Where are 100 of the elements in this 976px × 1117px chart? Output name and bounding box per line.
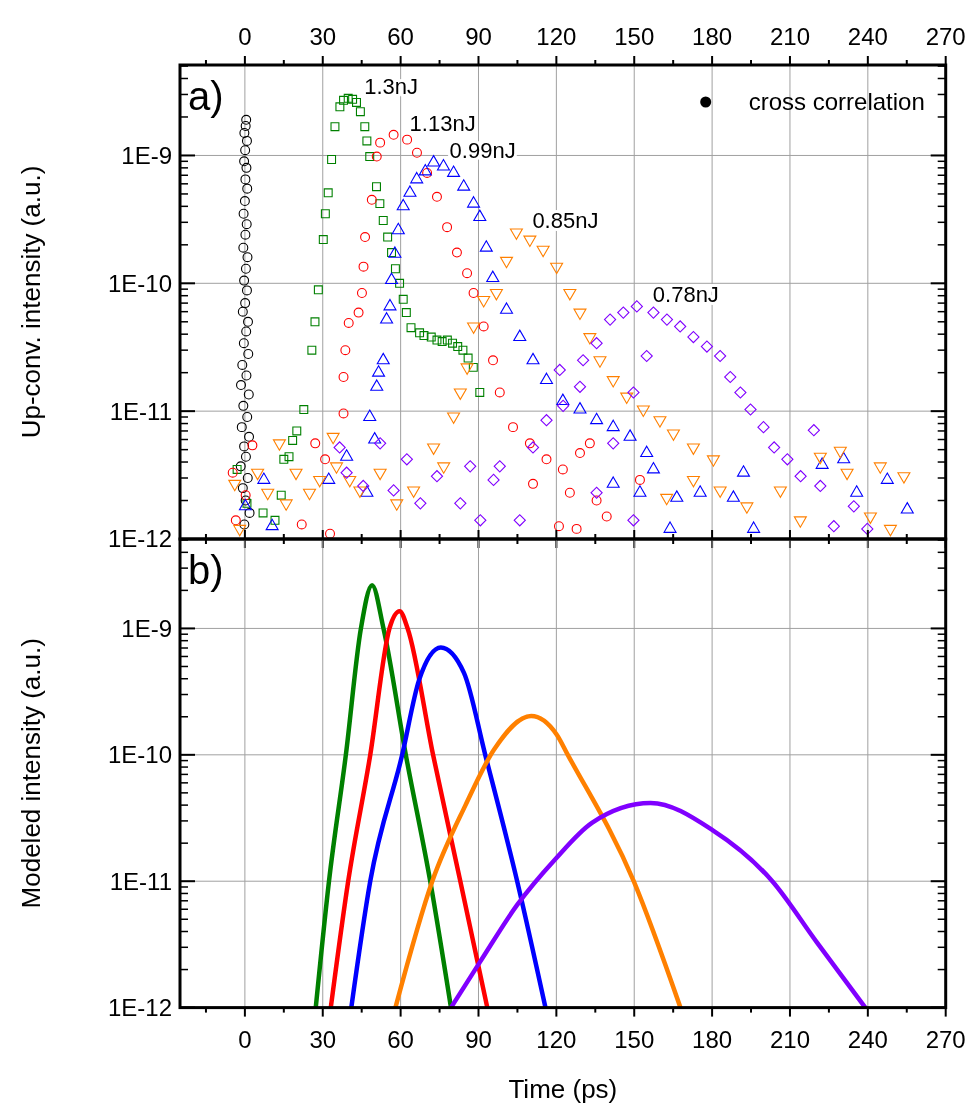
point	[686, 443, 700, 455]
point	[499, 256, 514, 269]
annotation: b)	[188, 548, 224, 592]
point	[292, 426, 302, 436]
point	[244, 431, 255, 442]
point	[660, 313, 674, 326]
point	[242, 183, 253, 194]
point	[861, 522, 874, 535]
x2-tick-label: 210	[769, 22, 810, 50]
point	[335, 102, 345, 112]
point	[376, 352, 390, 365]
point	[241, 219, 252, 230]
point	[238, 242, 249, 253]
point	[227, 467, 238, 478]
point	[524, 438, 535, 449]
point	[365, 152, 375, 162]
point	[276, 490, 286, 500]
point	[493, 460, 506, 473]
point	[235, 461, 246, 472]
point	[396, 198, 410, 211]
point	[833, 446, 847, 459]
point	[873, 462, 887, 474]
point	[508, 422, 519, 433]
point	[338, 372, 349, 382]
point	[563, 288, 577, 301]
point	[244, 507, 255, 518]
point	[241, 135, 252, 146]
point	[464, 460, 477, 473]
point	[807, 424, 820, 437]
point	[556, 399, 570, 412]
x2-tick-label: 270	[925, 22, 966, 50]
point	[327, 155, 337, 164]
point	[374, 437, 387, 450]
point	[383, 298, 397, 311]
point	[576, 354, 590, 367]
point	[553, 521, 564, 532]
point	[251, 468, 265, 481]
line-series	[313, 582, 454, 1008]
point	[360, 232, 371, 243]
point	[840, 468, 854, 481]
point	[372, 182, 381, 192]
point	[640, 349, 653, 363]
point	[373, 468, 387, 481]
point	[228, 479, 242, 492]
point	[606, 419, 620, 432]
x-axis-title: Time (ps)	[508, 1073, 618, 1104]
point	[432, 335, 442, 345]
point	[574, 448, 585, 459]
point	[427, 155, 441, 167]
x2-tick-label: 150	[614, 22, 655, 50]
series-label: 0.99nJ	[449, 138, 516, 164]
point	[540, 414, 553, 427]
point	[241, 370, 252, 381]
line-series	[393, 713, 683, 1008]
point	[448, 338, 458, 348]
point	[523, 235, 537, 247]
point	[724, 370, 737, 384]
x-tick-label: 150	[614, 1025, 655, 1053]
point	[556, 393, 570, 406]
point	[318, 235, 328, 245]
x-tick-label: 0	[238, 1025, 252, 1053]
point	[387, 484, 400, 497]
point	[398, 294, 408, 304]
point	[686, 475, 700, 488]
point	[340, 466, 353, 479]
point	[378, 216, 388, 225]
point	[653, 416, 667, 428]
series-label: 0.78nJ	[652, 282, 719, 308]
point	[636, 405, 650, 417]
point	[541, 454, 552, 465]
point	[564, 487, 575, 498]
point	[454, 497, 467, 510]
point	[584, 438, 595, 449]
point	[236, 422, 247, 433]
point	[883, 524, 897, 537]
point	[241, 114, 252, 125]
point	[447, 165, 461, 177]
point	[366, 194, 377, 205]
point	[590, 412, 604, 425]
point	[270, 515, 280, 525]
point	[630, 300, 643, 313]
point	[499, 302, 514, 314]
x2-tick-label: 240	[847, 22, 888, 50]
point	[557, 464, 568, 475]
line-series	[349, 645, 548, 1008]
point	[674, 320, 687, 333]
point	[447, 412, 461, 424]
point	[793, 516, 807, 528]
point	[573, 308, 587, 321]
point	[734, 386, 747, 399]
point	[627, 386, 640, 399]
point	[343, 93, 353, 103]
point	[713, 486, 727, 498]
point	[320, 454, 331, 465]
point	[323, 188, 333, 198]
point	[363, 409, 377, 422]
point	[240, 229, 251, 240]
point	[360, 122, 370, 132]
point	[427, 443, 441, 455]
point	[640, 445, 654, 458]
